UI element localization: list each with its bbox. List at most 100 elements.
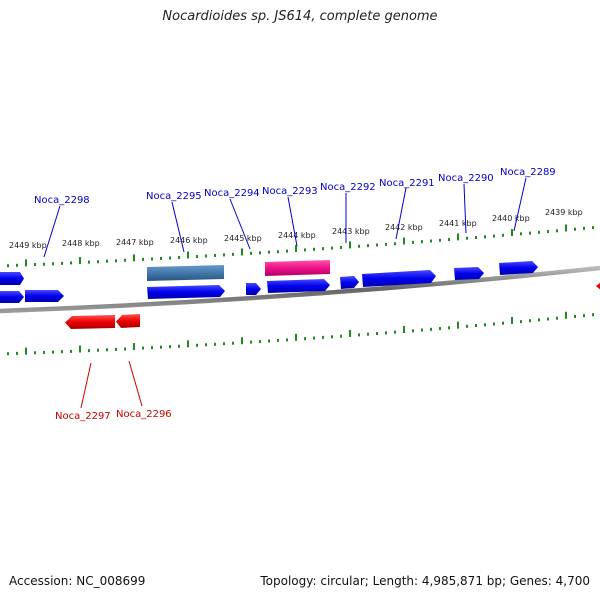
minor-tick — [115, 259, 117, 263]
minor-tick — [70, 349, 72, 353]
minor-tick — [151, 257, 153, 261]
minor-tick — [331, 246, 333, 250]
minor-tick — [448, 238, 450, 242]
minor-tick — [367, 332, 369, 336]
minor-tick — [214, 342, 216, 346]
minor-tick — [70, 261, 72, 265]
minor-tick — [412, 240, 414, 244]
scale-label: 2439 kbp — [545, 208, 583, 217]
map-title: Nocardioides sp. JS614, complete genome — [162, 9, 438, 24]
minor-tick — [178, 256, 180, 259]
major-tick — [295, 333, 297, 341]
gene-arrow[interactable] — [267, 279, 330, 293]
gene-arrow-noca-2297[interactable] — [65, 315, 115, 329]
minor-tick — [304, 248, 306, 252]
gene-arrow-noca-2290[interactable] — [454, 267, 484, 280]
gene-arrow[interactable] — [362, 270, 436, 287]
minor-tick — [61, 261, 63, 265]
minor-tick — [97, 260, 99, 264]
minor-tick — [421, 328, 423, 332]
minor-tick — [304, 337, 306, 341]
minor-tick — [358, 333, 360, 337]
gene-label[interactable]: Noca_2296 — [116, 409, 172, 420]
gene-label[interactable]: Noca_2291 — [379, 178, 435, 189]
scale-label: 2447 kbp — [116, 238, 154, 247]
major-tick — [403, 326, 405, 333]
major-tick — [25, 259, 27, 267]
gene-label[interactable]: Noca_2298 — [34, 195, 90, 206]
minor-tick — [16, 351, 18, 355]
minor-tick — [592, 226, 594, 230]
minor-tick — [34, 351, 36, 355]
minor-tick — [367, 244, 369, 248]
minor-tick — [538, 230, 540, 234]
minor-tick — [592, 313, 594, 317]
leader-line — [287, 196, 298, 247]
gene-label[interactable]: Noca_2295 — [146, 191, 202, 202]
gene-label[interactable]: Noca_2292 — [320, 182, 376, 193]
major-tick — [457, 321, 459, 329]
major-tick — [457, 233, 459, 241]
minor-tick — [502, 233, 504, 237]
minor-tick — [502, 321, 504, 325]
gene-arrow[interactable] — [147, 285, 225, 299]
reverse-gene-labels: Noca_2297 Noca_2296 — [55, 409, 172, 422]
major-tick — [511, 316, 513, 324]
minor-tick — [232, 252, 234, 256]
minor-tick — [7, 352, 9, 356]
minor-tick — [124, 347, 126, 351]
minor-tick — [52, 350, 54, 354]
minor-tick — [421, 240, 423, 244]
minor-tick — [520, 232, 522, 236]
gene-arrow[interactable] — [596, 281, 600, 291]
gene-arrow-noca-2296[interactable] — [116, 314, 140, 328]
minor-tick — [448, 326, 450, 330]
minor-tick — [538, 318, 540, 322]
minor-tick — [268, 250, 270, 254]
minor-tick — [376, 243, 378, 247]
gene-arrow-noca-2293[interactable] — [265, 260, 330, 276]
gene-arrow-noca-2298[interactable] — [25, 290, 64, 302]
minor-tick — [484, 323, 486, 327]
leader-line — [80, 362, 92, 409]
minor-tick — [358, 244, 360, 248]
major-tick — [79, 345, 81, 353]
accession-text: Accession: NC_008699 — [9, 574, 146, 588]
gene-label[interactable]: Noca_2297 — [55, 411, 111, 422]
leader-line — [128, 360, 143, 407]
gene-label[interactable]: Noca_2289 — [500, 167, 556, 178]
minor-tick — [196, 343, 198, 347]
gene-arrow-noca-2295[interactable] — [147, 265, 224, 281]
major-tick — [349, 241, 351, 249]
gene-arrow[interactable] — [0, 291, 24, 303]
minor-tick — [88, 349, 90, 353]
minor-tick — [160, 257, 162, 260]
gene-arrow[interactable] — [0, 272, 24, 285]
forward-gene-labels: Noca_2298 Noca_2295 Noca_2294 Noca_2293 … — [34, 167, 556, 206]
gene-arrow-noca-2292[interactable] — [340, 276, 359, 289]
minor-tick — [142, 257, 144, 261]
minor-tick — [475, 236, 477, 239]
scale-labels: 2449 kbp 2448 kbp 2447 kbp 2446 kbp 2445… — [9, 208, 583, 250]
scale-label: 2440 kbp — [492, 214, 530, 223]
gene-label[interactable]: Noca_2294 — [204, 188, 260, 199]
leader-line — [463, 183, 467, 234]
minor-tick — [106, 348, 108, 352]
gene-label[interactable]: Noca_2290 — [438, 173, 494, 184]
gene-label[interactable]: Noca_2293 — [262, 186, 318, 197]
minor-tick — [331, 335, 333, 339]
minor-tick — [376, 332, 378, 335]
gene-arrow-noca-2294[interactable] — [246, 283, 261, 295]
minor-tick — [529, 319, 531, 323]
major-tick — [133, 343, 135, 350]
minor-tick — [439, 238, 441, 242]
reverse-leader-lines — [80, 360, 143, 409]
major-tick — [511, 229, 513, 237]
minor-tick — [142, 346, 144, 350]
major-tick — [25, 347, 27, 355]
minor-tick — [484, 235, 486, 239]
minor-tick — [214, 254, 216, 257]
gene-arrow-noca-2289[interactable] — [499, 261, 538, 275]
minor-tick — [151, 346, 153, 350]
